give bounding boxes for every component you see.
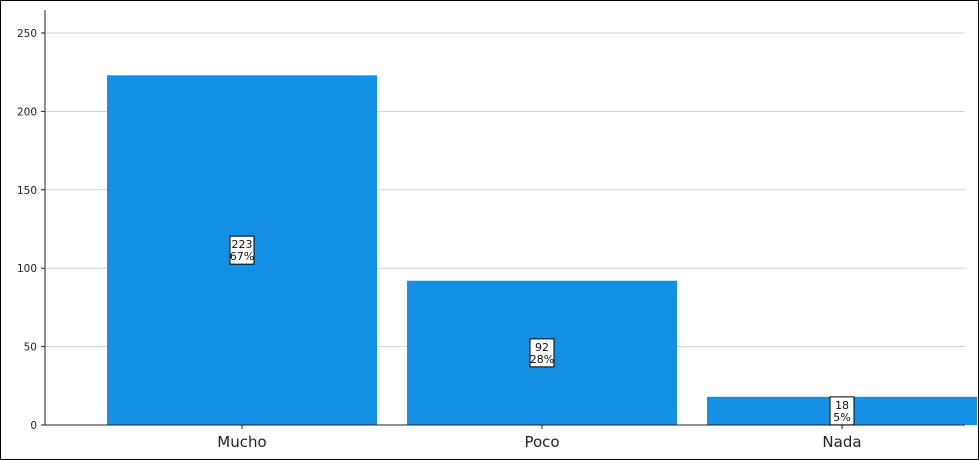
data-label-percent-mucho: 67% — [230, 250, 254, 263]
data-label-box-poco — [529, 338, 555, 368]
data-label-value-poco: 92 — [535, 341, 549, 354]
data-label-percent-poco: 28% — [530, 353, 554, 366]
y-tick-label-200: 200 — [17, 106, 37, 118]
axes — [44, 10, 965, 426]
data-label-box-nada — [829, 396, 855, 426]
x-tick-label-mucho: Mucho — [217, 433, 266, 451]
data-label-value-mucho: 223 — [232, 238, 253, 251]
y-tick-labels: 0 50 100 150 200 250 — [17, 28, 37, 432]
x-tick-labels: Mucho Poco Nada — [217, 425, 862, 451]
y-tick-label-0: 0 — [30, 420, 37, 432]
data-label-value-nada: 18 — [835, 399, 849, 412]
y-tick-label-50: 50 — [24, 342, 37, 354]
x-tick-label-poco: Poco — [524, 433, 559, 451]
data-label-percent-nada: 5% — [833, 411, 850, 424]
x-tick-label-nada: Nada — [822, 433, 861, 451]
y-tick-label-100: 100 — [17, 263, 37, 275]
y-tick-label-250: 250 — [17, 28, 37, 40]
data-label-box-mucho — [229, 235, 255, 265]
y-tick-label-150: 150 — [17, 185, 37, 197]
